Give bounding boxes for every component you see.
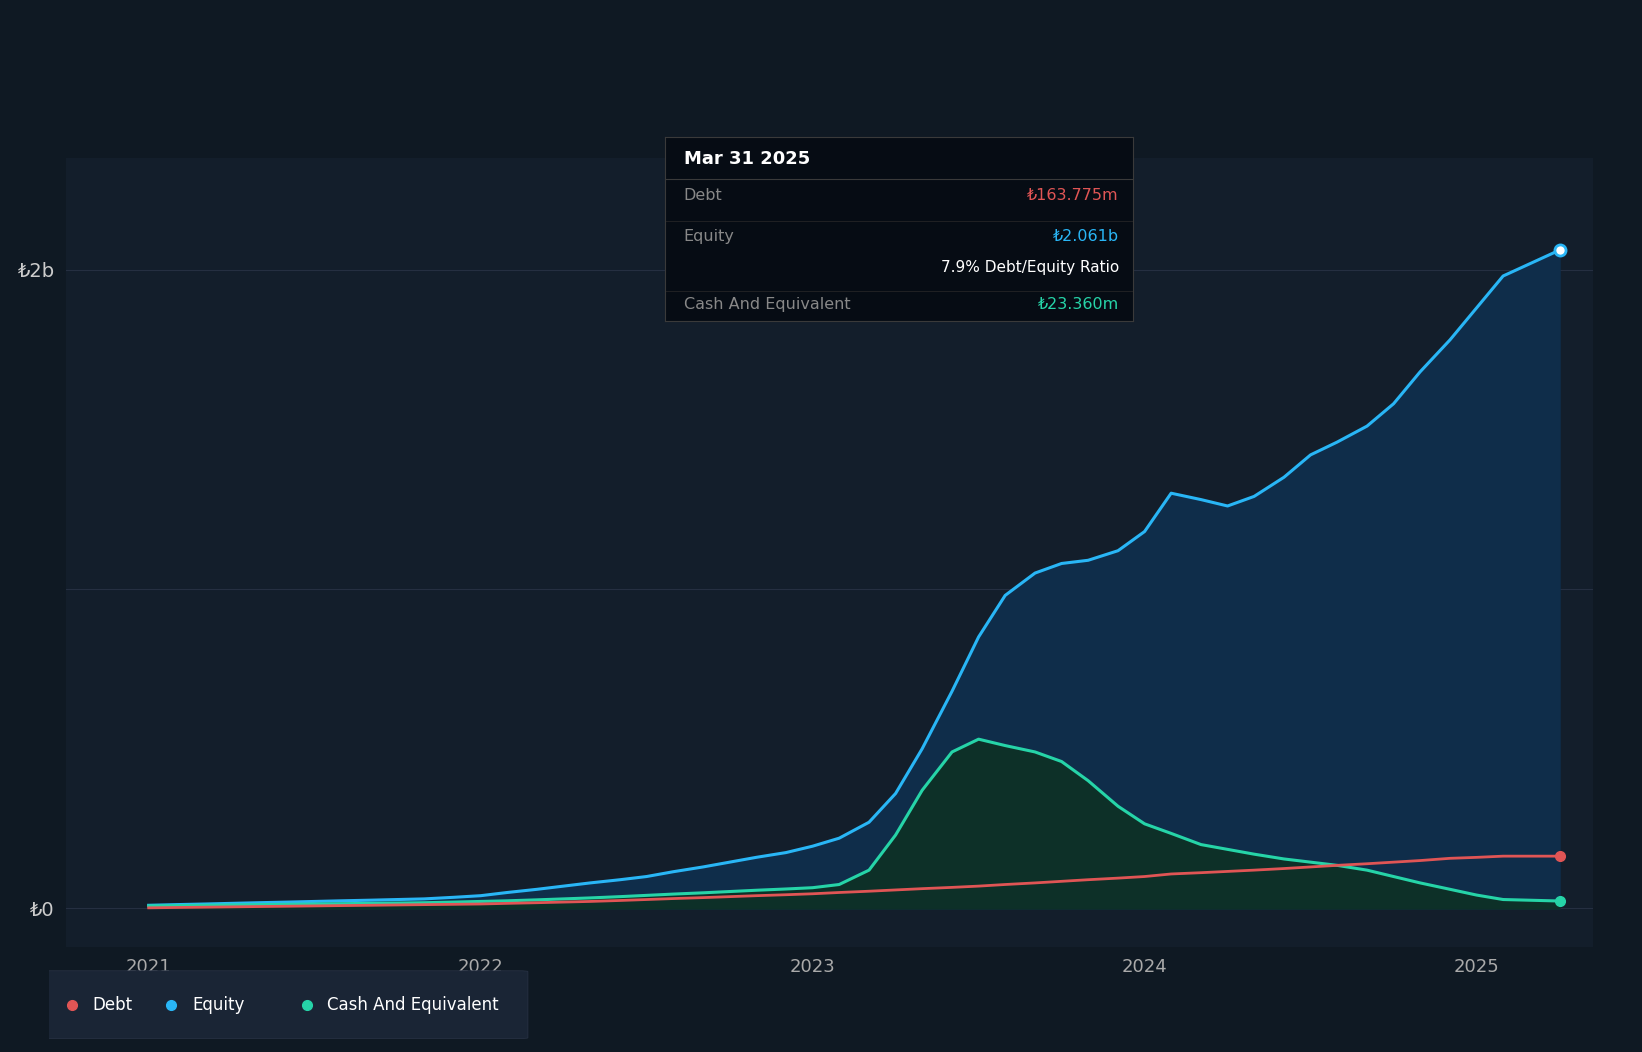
Text: Debt: Debt	[683, 188, 722, 203]
Text: Cash And Equivalent: Cash And Equivalent	[683, 297, 851, 312]
Text: Debt: Debt	[92, 995, 133, 1014]
Text: Mar 31 2025: Mar 31 2025	[683, 149, 810, 167]
Text: Equity: Equity	[683, 228, 734, 244]
Text: Cash And Equivalent: Cash And Equivalent	[327, 995, 499, 1014]
Text: ₺23.360m: ₺23.360m	[1038, 297, 1118, 312]
Text: ₺163.775m: ₺163.775m	[1028, 188, 1118, 203]
Text: Equity: Equity	[192, 995, 245, 1014]
Text: ₺2.061b: ₺2.061b	[1053, 228, 1118, 244]
FancyBboxPatch shape	[39, 971, 529, 1038]
Text: 7.9% Debt/Equity Ratio: 7.9% Debt/Equity Ratio	[941, 260, 1118, 276]
